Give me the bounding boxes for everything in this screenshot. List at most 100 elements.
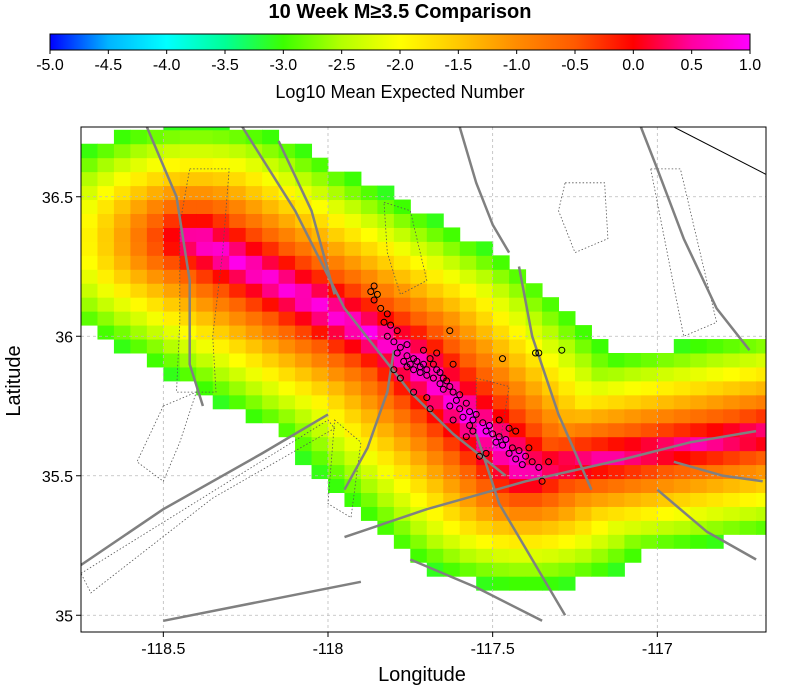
heatmap-cell	[295, 297, 313, 312]
heatmap-cell	[262, 199, 280, 214]
heatmap-cell	[574, 380, 592, 396]
heatmap-cell	[591, 352, 609, 368]
heatmap-cell	[229, 199, 247, 214]
heatmap-cell	[113, 185, 131, 201]
heatmap-cell	[739, 464, 757, 480]
earthquake-event	[499, 355, 506, 363]
heatmap-cell	[657, 506, 675, 521]
heatmap-cell	[673, 506, 691, 521]
heatmap-cell	[113, 199, 131, 214]
heatmap-cell	[657, 492, 675, 507]
earthquake-event	[393, 327, 401, 335]
heatmap-cell	[179, 352, 197, 368]
earthquake-event	[532, 349, 539, 357]
heatmap-cell	[542, 548, 560, 563]
heatmap-cell	[640, 436, 658, 452]
heatmap-cell	[163, 311, 181, 326]
heatmap-cell	[673, 492, 691, 507]
heatmap-cell	[443, 255, 461, 270]
heatmap-cell	[410, 492, 428, 507]
heatmap-cell	[509, 394, 527, 410]
heatmap-cell	[262, 129, 280, 145]
colorbar-tick-label: 0.0	[622, 57, 644, 74]
heatmap-cell	[542, 520, 560, 535]
heatmap-cell	[229, 269, 247, 284]
heatmap-cell	[146, 185, 164, 201]
colorbar-tick-label: -4.5	[95, 57, 123, 74]
heatmap-cell	[360, 506, 378, 521]
heatmap-cell	[558, 366, 576, 382]
earthquake-event	[429, 374, 437, 382]
heatmap-cell	[344, 227, 362, 242]
heatmap-cell	[492, 255, 510, 270]
heatmap-cell	[525, 394, 543, 410]
heatmap-cell	[756, 520, 766, 535]
heatmap-cell	[509, 269, 527, 284]
heatmap-cell	[97, 297, 115, 312]
heatmap-cell	[196, 227, 214, 242]
heatmap-cell	[179, 241, 197, 256]
heatmap-cell	[344, 394, 362, 410]
heatmap-cell	[393, 450, 411, 466]
heatmap-cell	[179, 297, 197, 312]
heatmap-cell	[229, 171, 247, 187]
heatmap-cell	[476, 366, 494, 382]
heatmap-cell	[542, 506, 560, 521]
heatmap-cell	[607, 548, 625, 563]
heatmap-cell	[360, 492, 378, 507]
dotted-fault-zones	[81, 168, 718, 594]
heatmap-cell	[657, 408, 675, 424]
earthquake-event	[443, 377, 451, 385]
heatmap-cell	[459, 352, 477, 368]
heatmap-cell	[278, 408, 296, 424]
heatmap-cell	[574, 520, 592, 535]
colorbar-tick-label: -1.5	[445, 57, 473, 74]
heatmap-cell	[163, 199, 181, 214]
heatmap-cell	[245, 339, 263, 354]
heatmap-cell	[377, 297, 395, 312]
heatmap-cell	[146, 199, 164, 214]
fault-lines	[81, 127, 766, 623]
heatmap-cell	[311, 436, 329, 452]
heatmap-cell	[459, 464, 477, 480]
heatmap-cell	[328, 241, 345, 256]
heatmap-cell	[81, 185, 98, 201]
heatmap-cell	[574, 325, 592, 340]
heatmap-cell	[426, 213, 444, 228]
heatmap-cell	[212, 129, 230, 145]
heatmap-cell	[97, 157, 115, 173]
earthquake-event	[535, 349, 543, 357]
heatmap-cell	[542, 562, 560, 577]
earthquake-event	[502, 436, 510, 443]
heatmap-cell	[624, 394, 642, 410]
heatmap-cell	[130, 269, 148, 284]
heatmap-cell	[657, 394, 675, 410]
heatmap-cell	[476, 562, 494, 577]
heatmap-cell	[328, 185, 345, 201]
heatmap-cell	[739, 380, 757, 396]
heatmap-cell	[377, 241, 395, 256]
heatmap-cell	[393, 352, 411, 368]
heatmap-cell	[723, 352, 741, 368]
heatmap-cell	[509, 325, 527, 340]
earthquake-event	[466, 408, 474, 416]
heatmap-cell	[196, 199, 214, 214]
heatmap-cell	[196, 127, 214, 131]
heatmap-cell	[542, 576, 560, 591]
heatmap-cell	[97, 185, 115, 201]
heatmap-cell	[262, 408, 280, 424]
heatmap-cell	[179, 127, 197, 131]
heatmap-cell	[311, 352, 329, 368]
heatmap-cell	[542, 436, 560, 452]
colorbar-tick-label: -5.0	[36, 57, 64, 74]
heatmap-cell	[360, 464, 378, 480]
heatmap-cell	[278, 241, 296, 256]
heatmap-cell	[393, 199, 411, 214]
heatmap-cell	[607, 352, 625, 368]
heatmap-cell	[591, 506, 609, 521]
heatmap-cell	[377, 506, 395, 521]
heatmap-cell	[525, 534, 543, 549]
heatmap-cell	[393, 311, 411, 326]
earthquake-event	[446, 383, 454, 390]
heatmap-cell	[476, 325, 494, 340]
